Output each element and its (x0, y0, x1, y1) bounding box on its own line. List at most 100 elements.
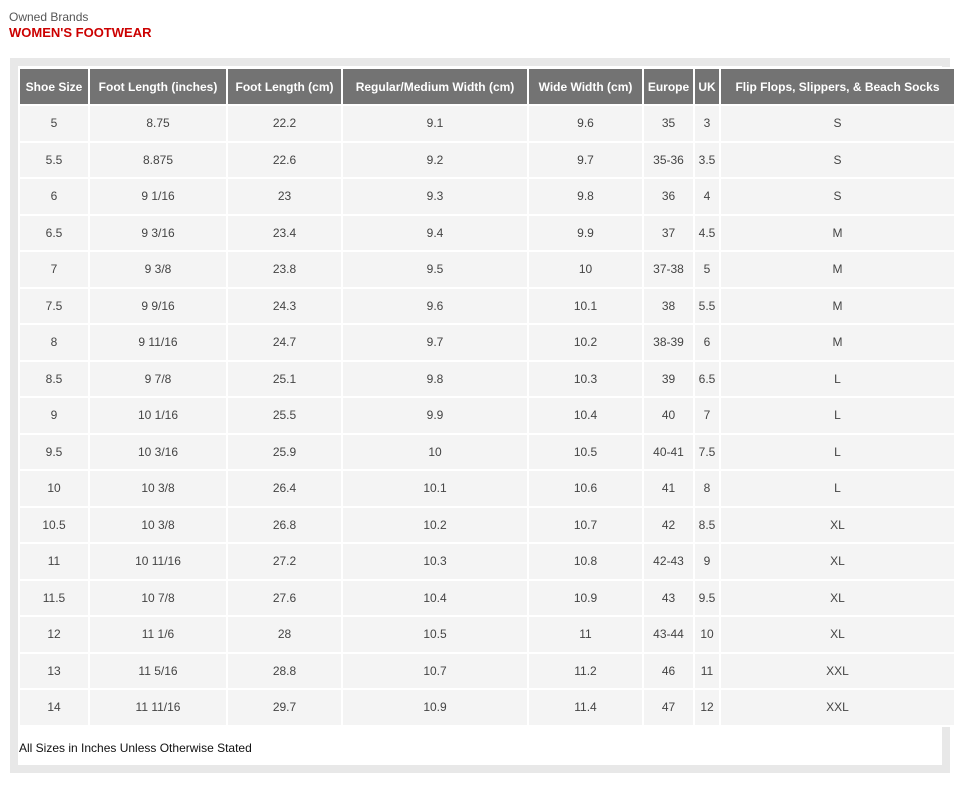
table-cell: 8.5 (693, 505, 721, 544)
table-cell: 10.4 (527, 396, 644, 435)
table-cell: 10 (18, 469, 90, 508)
column-header: Flip Flops, Slippers, & Beach Socks (719, 67, 956, 106)
table-row: 9 10 1/16 25.5 9.9 10.4 40 7 L (18, 396, 956, 435)
table-cell: 12 (693, 688, 721, 727)
table-cell: 26.4 (226, 469, 343, 508)
table-row: 12 11 1/6 28 10.5 11 43-44 10 XL (18, 615, 956, 654)
column-header: Shoe Size (18, 67, 90, 106)
column-header: UK (693, 67, 721, 106)
table-cell: M (719, 250, 956, 289)
table-cell: 9.1 (341, 104, 529, 143)
table-cell: 10 (693, 615, 721, 654)
table-cell: 10.8 (527, 542, 644, 581)
table-row: 10 10 3/8 26.4 10.1 10.6 41 8 L (18, 469, 956, 508)
table-row: 14 11 11/16 29.7 10.9 11.4 47 12 XXL (18, 688, 956, 727)
table-cell: 10 3/16 (88, 432, 228, 471)
table-cell: 11 1/6 (88, 615, 228, 654)
table-cell: M (719, 286, 956, 325)
table-cell: 25.9 (226, 432, 343, 471)
table-cell: 7.5 (693, 432, 721, 471)
table-cell: 10.7 (527, 505, 644, 544)
table-cell: 35 (642, 104, 695, 143)
table-cell: 9.3 (341, 177, 529, 216)
table-cell: 4.5 (693, 213, 721, 252)
table-cell: 6 (18, 177, 90, 216)
table-cell: 10.9 (341, 688, 529, 727)
table-cell: 11 11/16 (88, 688, 228, 727)
table-cell: 4 (693, 177, 721, 216)
table-row: 5 8.75 22.2 9.1 9.6 35 3 S (18, 104, 956, 143)
table-cell: 7 (693, 396, 721, 435)
table-cell: 9.9 (341, 396, 529, 435)
table-cell: 9 3/16 (88, 213, 228, 252)
footnote: All Sizes in Inches Unless Otherwise Sta… (19, 741, 252, 755)
table-cell: 8 (693, 469, 721, 508)
table-row: 6.5 9 3/16 23.4 9.4 9.9 37 4.5 M (18, 213, 956, 252)
table-cell: 9.8 (527, 177, 644, 216)
table-cell: 10.2 (341, 505, 529, 544)
table-cell: 9 11/16 (88, 323, 228, 362)
table-cell: 9 (693, 542, 721, 581)
table-cell: 8.5 (18, 359, 90, 398)
table-cell: 9.7 (527, 140, 644, 179)
table-cell: 9.5 (341, 250, 529, 289)
table-cell: 6 (693, 323, 721, 362)
table-cell: 9 9/16 (88, 286, 228, 325)
table-cell: L (719, 432, 956, 471)
table-cell: 23.8 (226, 250, 343, 289)
table-cell: XL (719, 615, 956, 654)
table-cell: 35-36 (642, 140, 695, 179)
table-cell: 37-38 (642, 250, 695, 289)
table-cell: 9.4 (341, 213, 529, 252)
table-cell: 10 3/8 (88, 505, 228, 544)
table-cell: XL (719, 505, 956, 544)
column-header: Wide Width (cm) (527, 67, 644, 106)
table-cell: 11 (18, 542, 90, 581)
size-table: Shoe Size Foot Length (inches) Foot Length… (18, 67, 956, 727)
table-cell: 9 7/8 (88, 359, 228, 398)
table-cell: 28.8 (226, 651, 343, 690)
table-body: 5 8.75 22.2 9.1 9.6 35 3 S 5.5 8.875 22.6 9.2 9.7 35-… (18, 104, 956, 727)
table-cell: 10.5 (341, 615, 529, 654)
table-cell: 9 1/16 (88, 177, 228, 216)
table-cell: 11.5 (18, 578, 90, 617)
table-cell: 8.875 (88, 140, 228, 179)
table-cell: XXL (719, 651, 956, 690)
table-cell: 5 (18, 104, 90, 143)
table-cell: 39 (642, 359, 695, 398)
table-cell: 8 (18, 323, 90, 362)
table-cell: XL (719, 542, 956, 581)
table-cell: XL (719, 578, 956, 617)
table-cell: 12 (18, 615, 90, 654)
table-cell: 11 5/16 (88, 651, 228, 690)
column-header: Europe (642, 67, 695, 106)
table-row: 5.5 8.875 22.6 9.2 9.7 35-36 3.5 S (18, 140, 956, 179)
table-cell: 10.6 (527, 469, 644, 508)
table-cell: 10 11/16 (88, 542, 228, 581)
table-row: 8.5 9 7/8 25.1 9.8 10.3 39 6.5 L (18, 359, 956, 398)
table-cell: L (719, 396, 956, 435)
table-cell: L (719, 469, 956, 508)
table-cell: 9 3/8 (88, 250, 228, 289)
table-cell: 24.3 (226, 286, 343, 325)
table-cell: 22.2 (226, 104, 343, 143)
table-cell: 43 (642, 578, 695, 617)
table-cell: 41 (642, 469, 695, 508)
table-cell: 13 (18, 651, 90, 690)
table-cell: 10.4 (341, 578, 529, 617)
table-cell: 10 3/8 (88, 469, 228, 508)
table-cell: S (719, 177, 956, 216)
table-cell: 40 (642, 396, 695, 435)
table-cell: 5.5 (18, 140, 90, 179)
table-cell: 6.5 (693, 359, 721, 398)
brand: Owned Brands (9, 10, 89, 24)
table-cell: 10 1/16 (88, 396, 228, 435)
table-cell: 5.5 (693, 286, 721, 325)
table-cell: 23 (226, 177, 343, 216)
table-cell: 9.6 (527, 104, 644, 143)
table-row: 13 11 5/16 28.8 10.7 11.2 46 11 XXL (18, 651, 956, 690)
table-cell: 9.6 (341, 286, 529, 325)
table-cell: 7 (18, 250, 90, 289)
